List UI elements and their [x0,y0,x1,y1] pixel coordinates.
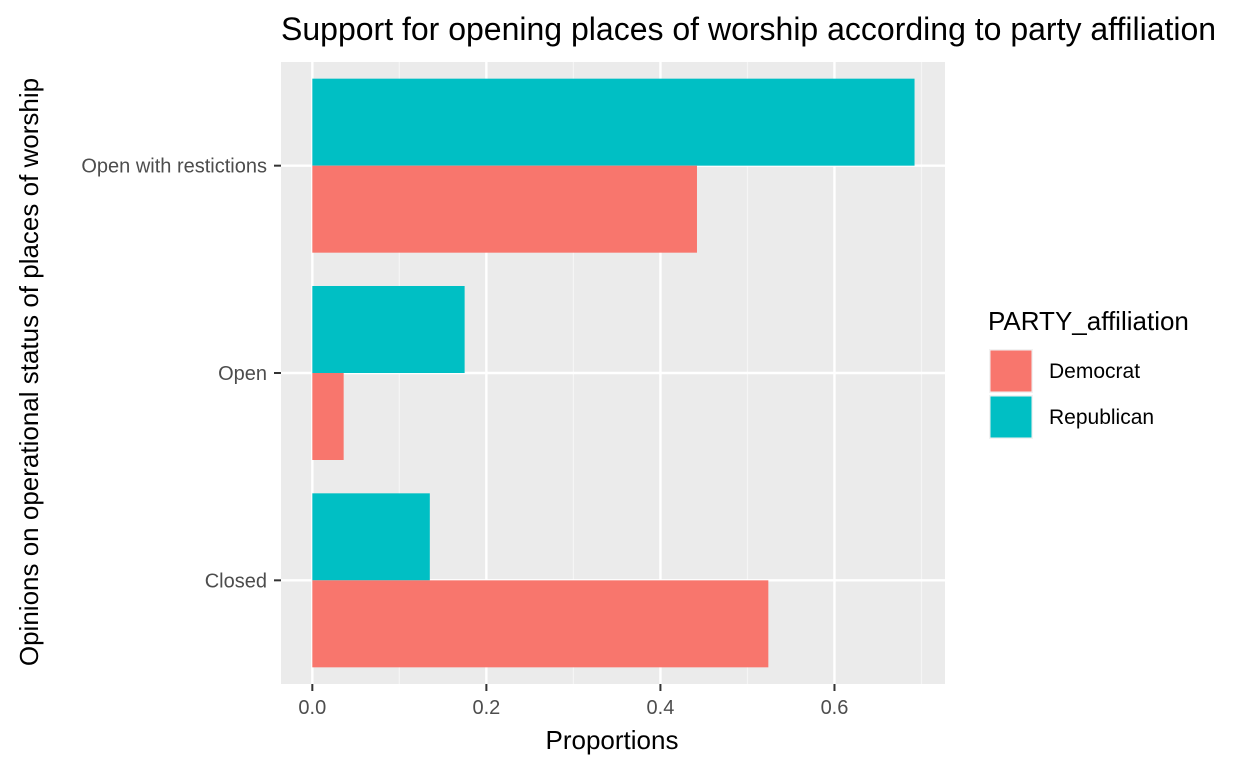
x-tick-label: 0.0 [298,697,326,719]
x-axis-title: Proportions [546,725,679,755]
bar-democrat [312,373,344,460]
x-tick-label: 0.4 [647,697,675,719]
bar-democrat [312,580,769,668]
y-tick-label: Open [218,363,267,385]
y-tick-label: Closed [205,570,267,592]
x-tick-label: 0.6 [821,697,849,719]
bar-democrat [312,165,697,253]
y-axis-title: Opinions on operational status of places… [14,78,44,666]
chart-title: Support for opening places of worship ac… [281,11,1216,47]
bar-republican [312,493,430,581]
legend-label: Republican [1049,406,1154,429]
axes: Open with restictions Open Closed 0.0 0.2 0.4… [81,156,848,719]
legend: PARTY_affiliation Democrat Republican [988,306,1189,439]
bar-republican [312,78,915,166]
y-tick-label: Open with restictions [81,156,267,178]
bars [312,78,915,668]
legend-key-democrat [990,350,1032,392]
legend-label: Democrat [1049,360,1140,383]
x-tick-label: 0.2 [472,697,500,719]
legend-key-republican [990,396,1032,438]
legend-title: PARTY_affiliation [988,306,1189,336]
bar-republican [312,286,465,373]
